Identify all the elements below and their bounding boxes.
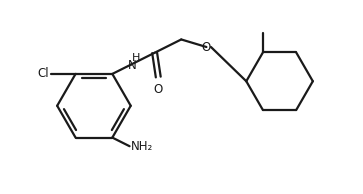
Text: N: N — [129, 59, 137, 72]
Text: NH₂: NH₂ — [131, 140, 154, 153]
Text: H: H — [132, 53, 140, 63]
Text: O: O — [202, 41, 211, 54]
Text: O: O — [154, 83, 163, 96]
Text: Cl: Cl — [38, 67, 49, 80]
